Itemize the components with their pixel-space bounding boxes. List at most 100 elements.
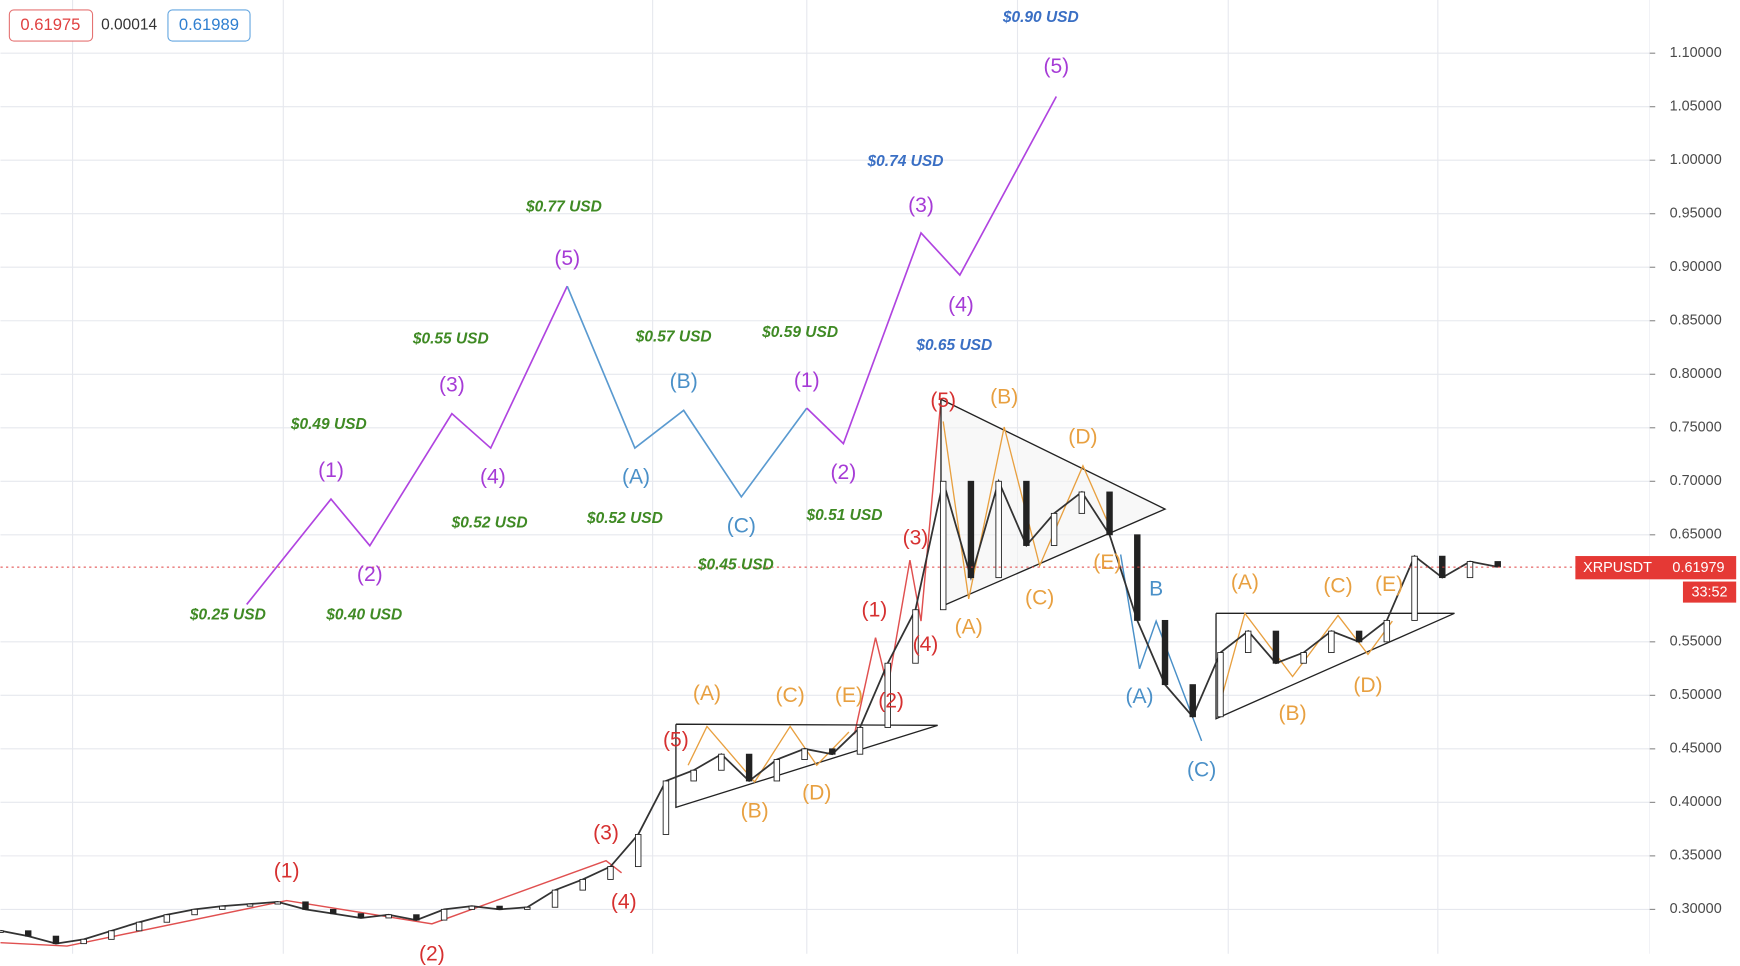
candle (607, 866, 614, 880)
candle (690, 769, 697, 782)
wave-label: (B) (1279, 702, 1307, 725)
candle (302, 901, 309, 910)
wave-label: (E) (1375, 573, 1403, 596)
candle (0, 930, 4, 933)
candle (1078, 491, 1086, 514)
candle (191, 908, 198, 916)
candle (1466, 561, 1474, 579)
candle (413, 914, 420, 921)
wave-label: (A) (622, 466, 650, 489)
wave-label: (C) (1025, 586, 1054, 609)
y-tick-label: 0.50000 (1670, 687, 1722, 703)
y-tick-label: 0.55000 (1670, 634, 1722, 650)
candle (995, 480, 1002, 579)
wave-label: (5) (1043, 55, 1069, 78)
wave-label: (D) (1068, 426, 1097, 449)
y-tick-label: 0.65000 (1670, 527, 1722, 543)
candle (1383, 619, 1391, 643)
red-wave-line (0, 859, 623, 947)
y-tick-label: 0.85000 (1670, 313, 1722, 329)
wave-label: (1) (274, 859, 300, 882)
wave-label: B (1149, 578, 1163, 601)
candle (80, 938, 87, 945)
candle (274, 901, 281, 905)
price-annotation: $0.55 USD (412, 330, 489, 347)
wave-label: (2) (419, 942, 445, 965)
candle (856, 727, 864, 755)
candle (1411, 555, 1418, 621)
price-annotation: $0.49 USD (290, 416, 367, 433)
triangle (1215, 612, 1455, 720)
y-tick-label: 0.90000 (1670, 259, 1722, 275)
candle (468, 905, 476, 910)
candle (440, 908, 448, 921)
y-tick-label: 0.40000 (1670, 794, 1722, 810)
candle (1023, 480, 1030, 546)
wave-label: (3) (903, 527, 929, 550)
price-annotation: $0.45 USD (697, 557, 774, 574)
symbol: XRPUSDT (1583, 560, 1652, 576)
candle (1189, 684, 1196, 718)
ask: 0.61989 (179, 15, 239, 34)
wave-label: (C) (1323, 574, 1352, 597)
candle (939, 480, 947, 611)
candle (108, 930, 115, 940)
candle (524, 906, 531, 910)
wave-label: (4) (948, 294, 974, 317)
candle (829, 748, 836, 755)
candle (219, 905, 226, 910)
candle (551, 889, 559, 908)
grid (0, 0, 1651, 954)
candle (1161, 619, 1169, 686)
candle (579, 878, 586, 891)
wave-label: (B) (741, 799, 769, 822)
countdown: 33:52 (1692, 584, 1728, 600)
price-annotation: $0.52 USD (586, 510, 663, 527)
spread: 0.00014 (101, 17, 157, 34)
wave-label: (2) (357, 563, 383, 586)
y-tick-label: 0.30000 (1670, 901, 1722, 917)
countdown-box (1682, 581, 1737, 603)
wave-label: (1) (862, 599, 888, 622)
wave-label: (4) (611, 890, 637, 913)
y-tick-label: 0.75000 (1670, 420, 1722, 436)
y-tick-label: 0.35000 (1670, 848, 1722, 864)
candle (745, 753, 753, 782)
bid-box (8, 9, 94, 42)
y-tick-label: 0.45000 (1670, 741, 1722, 757)
orange-wave-line (942, 421, 1108, 600)
candle (1355, 630, 1363, 643)
ask-box (167, 9, 251, 42)
candle (773, 759, 781, 782)
price-annotation: $0.77 USD (525, 198, 602, 215)
candle (801, 748, 808, 760)
y-tick-label: 0.80000 (1670, 366, 1722, 382)
candle (884, 662, 891, 728)
candle (1217, 652, 1224, 718)
wave-label: (5) (930, 389, 956, 412)
candle (357, 913, 365, 919)
candle (912, 609, 919, 664)
candle (496, 905, 503, 910)
candle (329, 908, 337, 915)
price-annotation: $0.65 USD (915, 337, 992, 354)
candle (24, 930, 32, 937)
candle (1244, 630, 1252, 653)
price-annotation: $0.59 USD (761, 324, 838, 341)
candle (634, 834, 642, 868)
candle (1300, 652, 1307, 664)
candle (52, 935, 60, 945)
triangle (940, 398, 1167, 608)
y-tick-label: 1.05000 (1670, 99, 1722, 115)
last-price: 0.61979 (1672, 560, 1724, 576)
candle (718, 753, 725, 771)
candle (1494, 561, 1501, 568)
wave-label: (2) (831, 461, 857, 484)
price-tag (1575, 556, 1737, 580)
wave-label: (2) (878, 690, 904, 713)
y-tick-label: 0.70000 (1670, 473, 1722, 489)
candle (967, 480, 975, 579)
wave-label: (1) (318, 459, 344, 482)
price-annotation: $0.25 USD (189, 607, 266, 624)
